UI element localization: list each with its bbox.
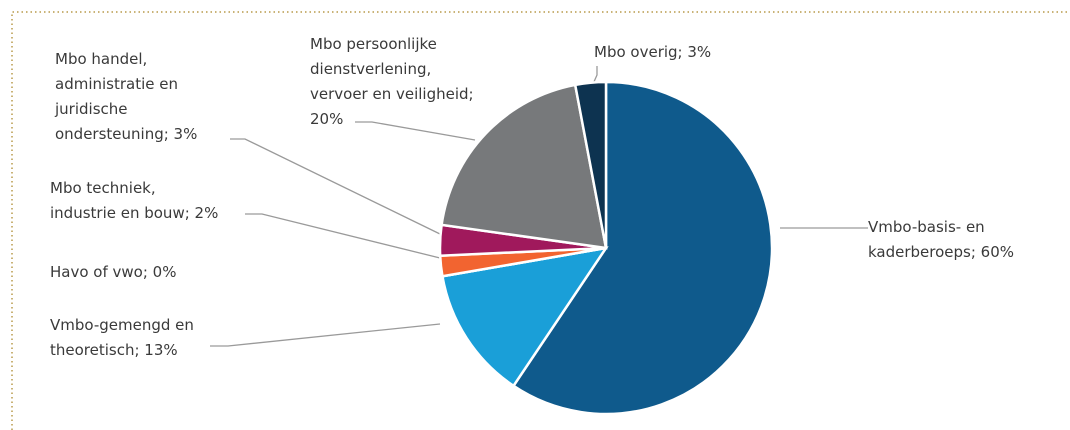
pie-slice [511, 80, 774, 416]
slice-label: Vmbo-gemengd en theoretisch; 13% [50, 316, 199, 359]
label-line: administratie en [55, 75, 183, 93]
pie-slice [573, 80, 608, 249]
label-line: Havo of vwo; 0% [50, 263, 176, 281]
label-line: Vmbo-basis- en [868, 218, 989, 236]
leader-lines [210, 66, 868, 347]
label-line: juridische [54, 100, 132, 118]
label-line: Mbo persoonlijke [310, 35, 442, 53]
slice-label: Havo of vwo; 0% [50, 263, 176, 281]
label-line: theoretisch; 13% [50, 341, 178, 359]
label-line: dienstverlening, [310, 60, 436, 78]
slice-label: Mbo overig; 3% [594, 43, 711, 61]
label-line: Mbo techniek, [50, 179, 160, 197]
pie-slice [440, 83, 608, 250]
slice-label: Mbo handel, administratie en juridische … [54, 50, 197, 143]
pie-slice [440, 246, 609, 388]
label-line: Mbo overig; 3% [594, 43, 711, 61]
label-line: 20% [310, 110, 343, 128]
slice-label: Mbo persoonlijke dienstverlening, vervoe… [310, 35, 478, 128]
slice-label: Mbo techniek, industrie en bouw; 2% [50, 179, 218, 222]
label-line: ondersteuning; 3% [55, 125, 197, 143]
label-line: vervoer en veiligheid; [310, 85, 478, 103]
label-line: Vmbo-gemengd en [50, 316, 199, 334]
label-line: Mbo handel, [55, 50, 152, 68]
label-line: industrie en bouw; 2% [50, 204, 218, 222]
label-line: kaderberoeps; 60% [868, 243, 1014, 261]
slice-label: Vmbo-basis- en kaderberoeps; 60% [868, 218, 1014, 261]
